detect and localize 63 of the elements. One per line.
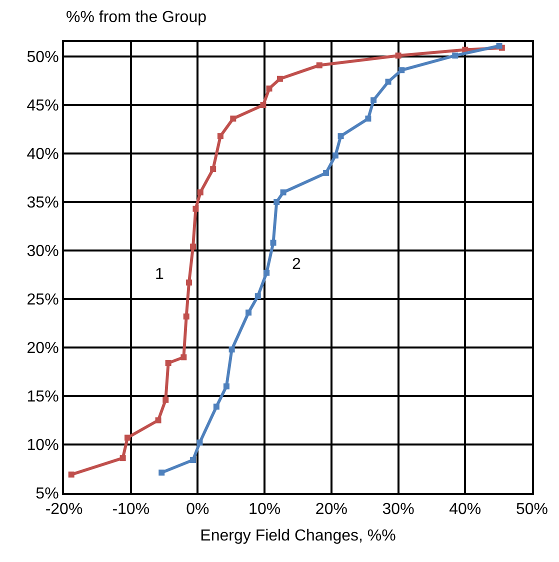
x-axis-title: Energy Field Changes, %%	[200, 527, 396, 544]
point	[270, 240, 276, 246]
point	[162, 396, 169, 403]
point	[274, 199, 280, 206]
point	[165, 360, 172, 366]
point	[385, 78, 392, 85]
point	[155, 417, 162, 424]
series-label: 1	[155, 266, 164, 283]
point	[186, 280, 192, 286]
y-tick-label: 40%	[26, 146, 59, 164]
point	[180, 354, 187, 360]
x-tick-label: -10%	[112, 501, 150, 518]
point	[120, 455, 126, 462]
point	[338, 133, 344, 140]
x-tick-label: -20%	[45, 501, 83, 518]
point	[276, 76, 283, 82]
y-axis-title: %% from the Group	[66, 9, 207, 26]
point	[370, 97, 377, 104]
point	[183, 313, 190, 320]
point	[190, 244, 196, 250]
x-tick-label: 30%	[382, 501, 414, 518]
x-tick-label: 40%	[449, 501, 482, 518]
y-tick-label: 5%	[36, 486, 59, 503]
point	[280, 189, 286, 196]
point	[365, 116, 372, 122]
point	[217, 133, 224, 140]
point	[213, 404, 220, 410]
y-tick-label: 20%	[26, 340, 59, 358]
point	[266, 86, 272, 92]
y-tick-label: 35%	[26, 194, 59, 212]
point	[395, 52, 402, 59]
point	[68, 472, 74, 478]
y-tick-label: 25%	[26, 292, 59, 309]
point	[323, 170, 330, 176]
series-label: 2	[292, 256, 301, 273]
point	[316, 62, 322, 68]
x-tick-label: 10%	[248, 501, 281, 518]
point	[210, 166, 216, 172]
x-tick-label: 50%	[516, 501, 548, 518]
point	[192, 206, 199, 212]
point	[228, 346, 235, 352]
point	[260, 102, 266, 108]
point	[197, 189, 204, 196]
x-tick-label: 20%	[315, 501, 348, 518]
point	[230, 116, 236, 122]
point	[246, 310, 252, 316]
point	[223, 383, 230, 390]
point	[158, 470, 165, 476]
point	[190, 457, 196, 464]
y-tick-label: 50%	[26, 49, 59, 66]
point	[264, 270, 270, 276]
y-tick-label: 15%	[26, 388, 59, 406]
y-tick-label: 10%	[26, 437, 59, 454]
point	[332, 152, 338, 158]
point	[398, 67, 405, 74]
point	[124, 434, 131, 441]
point	[254, 293, 261, 300]
point	[452, 52, 458, 59]
point	[496, 42, 502, 49]
y-tick-label: 30%	[26, 243, 59, 260]
y-tick-label: 45%	[26, 98, 59, 115]
x-tick-label: 0%	[186, 501, 210, 518]
point	[196, 440, 203, 446]
